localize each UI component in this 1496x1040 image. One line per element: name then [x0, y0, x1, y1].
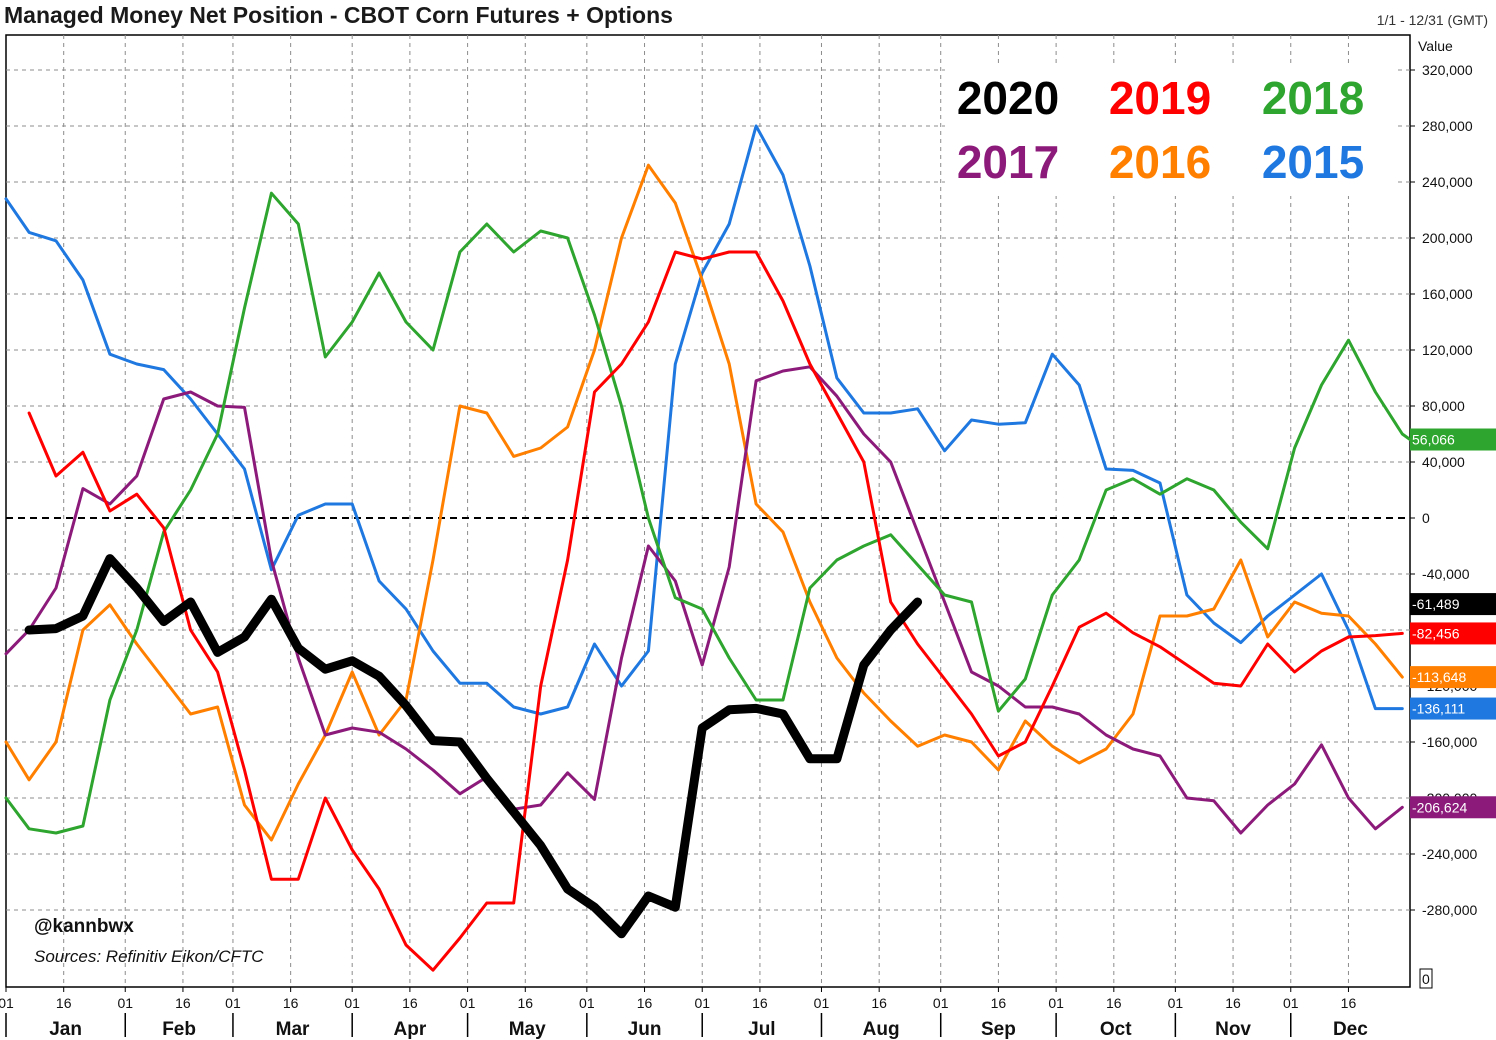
- badge-bg: [1410, 622, 1496, 645]
- x-day-label: 16: [1106, 995, 1122, 1011]
- x-day-label: 16: [1341, 995, 1357, 1011]
- x-day-label: 01: [694, 995, 710, 1011]
- last-value-badge-2020: -61,489: [1410, 593, 1496, 616]
- x-day-label: 16: [56, 995, 72, 1011]
- x-month-label: Feb: [162, 1019, 196, 1040]
- x-month-label: Apr: [394, 1019, 427, 1040]
- last-value-badge-2019: -82,456: [1410, 622, 1496, 645]
- last-value-badge-2018: 56,066: [1410, 428, 1496, 451]
- x-month-label: Sep: [981, 1019, 1016, 1040]
- y-tick-label: 160,000: [1422, 286, 1473, 302]
- legend-entry-2017: 2017: [957, 136, 1059, 188]
- x-month-label: Mar: [276, 1019, 310, 1040]
- last-value-badges: -61,489 -82,456 56,066 -206,624 -113,648 -136…: [1410, 428, 1496, 819]
- x-month-label: Dec: [1333, 1019, 1368, 1040]
- x-month-label: Oct: [1100, 1019, 1132, 1040]
- badge-label: 56,066: [1412, 432, 1455, 448]
- last-value-badge-2015: -136,111: [1410, 697, 1496, 720]
- badge-label: -113,648: [1412, 669, 1466, 685]
- legend-entry-2016: 2016: [1109, 136, 1211, 188]
- x-month-label: Jul: [748, 1019, 775, 1040]
- x-day-label: 16: [752, 995, 768, 1011]
- badge-label: -206,624: [1412, 799, 1467, 815]
- x-axis: 01 16 Jan 01 16 Feb 01 16 Mar 01 16 Apr 01 16 May 01 16 J…: [0, 987, 1368, 1040]
- grid-layer: [6, 35, 1410, 987]
- x-day-label: 01: [933, 995, 949, 1011]
- x-day-label: 01: [117, 995, 133, 1011]
- x-day-label: 01: [0, 995, 14, 1011]
- x-day-label: 01: [1283, 995, 1299, 1011]
- badge-bg: [1410, 796, 1496, 819]
- x-day-label: 16: [283, 995, 299, 1011]
- badge-bg: [1410, 428, 1496, 451]
- x-day-label: 01: [460, 995, 476, 1011]
- y-tick-label: 80,000: [1422, 398, 1465, 414]
- series-line-2019: [27, 250, 1404, 972]
- x-month-label: Aug: [863, 1019, 900, 1040]
- y-tick-label: -160,000: [1422, 734, 1477, 750]
- x-day-label: 16: [637, 995, 653, 1011]
- series-line-2020: [24, 554, 923, 939]
- badge-label: -61,489: [1412, 596, 1460, 612]
- x-month-label: Jan: [49, 1019, 82, 1040]
- credit-handle: @kannbwx: [34, 916, 134, 937]
- y-tick-label: 120,000: [1422, 342, 1473, 358]
- badge-label: -136,111: [1412, 701, 1465, 717]
- x-day-label: 01: [1048, 995, 1064, 1011]
- y-tick-label: 320,000: [1422, 62, 1473, 78]
- chart-title: Managed Money Net Position - CBOT Corn F…: [4, 2, 673, 28]
- x-day-label: 16: [991, 995, 1007, 1011]
- series-line-2015: [4, 124, 1404, 716]
- x-day-label: 01: [1168, 995, 1184, 1011]
- series-line-2017: [4, 365, 1404, 835]
- y-bottom-label-box: [1419, 968, 1433, 989]
- y-tick-label: 280,000: [1422, 118, 1473, 134]
- x-day-label: 01: [225, 995, 241, 1011]
- last-value-badge-2017: -206,624: [1410, 796, 1496, 819]
- source-note: Sources: Refinitiv Eikon/CFTC: [34, 947, 264, 966]
- x-day-label: 16: [1225, 995, 1241, 1011]
- x-day-label: 16: [175, 995, 191, 1011]
- badge-bg: [1410, 666, 1496, 689]
- legend-entry-2018: 2018: [1262, 72, 1364, 124]
- series-layer: [4, 124, 1412, 972]
- legend-entry-2019: 2019: [1109, 72, 1211, 124]
- y-tick-label: -40,000: [1422, 566, 1470, 582]
- y-tick-label: 240,000: [1422, 174, 1473, 190]
- badge-label: -82,456: [1412, 625, 1460, 641]
- x-day-label: 01: [344, 995, 360, 1011]
- legend-entry-2020: 2020: [957, 72, 1059, 124]
- date-range: 1/1 - 12/31 (GMT): [1377, 12, 1488, 28]
- legend: 2020 2019 2018 2017 2016 2015: [945, 66, 1395, 196]
- x-day-label: 01: [579, 995, 595, 1011]
- x-day-label: 01: [814, 995, 830, 1011]
- x-month-label: Nov: [1215, 1019, 1251, 1040]
- x-month-label: Jun: [628, 1019, 662, 1040]
- badge-bg: [1410, 697, 1496, 720]
- legend-entry-2015: 2015: [1262, 136, 1364, 188]
- y-tick-label: -280,000: [1422, 902, 1477, 918]
- legend-background: [945, 66, 1395, 196]
- x-day-label: 16: [402, 995, 418, 1011]
- series-line-2018: [4, 191, 1412, 835]
- y-bottom-label: 0: [1422, 971, 1430, 987]
- y-axis-label: Value: [1418, 38, 1453, 54]
- series-line-2016: [4, 163, 1404, 842]
- x-day-label: 16: [871, 995, 887, 1011]
- last-value-badge-2016: -113,648: [1410, 666, 1496, 689]
- y-tick-label: 40,000: [1422, 454, 1465, 470]
- y-tick-label: 200,000: [1422, 230, 1473, 246]
- badge-bg: [1410, 593, 1496, 616]
- y-tick-label: 0: [1422, 510, 1430, 526]
- x-month-label: May: [509, 1019, 546, 1040]
- x-day-label: 16: [517, 995, 533, 1011]
- y-axis: Value 320,000 280,000 240,000 200,000 160,00…: [1410, 38, 1477, 989]
- y-tick-label: -240,000: [1422, 846, 1477, 862]
